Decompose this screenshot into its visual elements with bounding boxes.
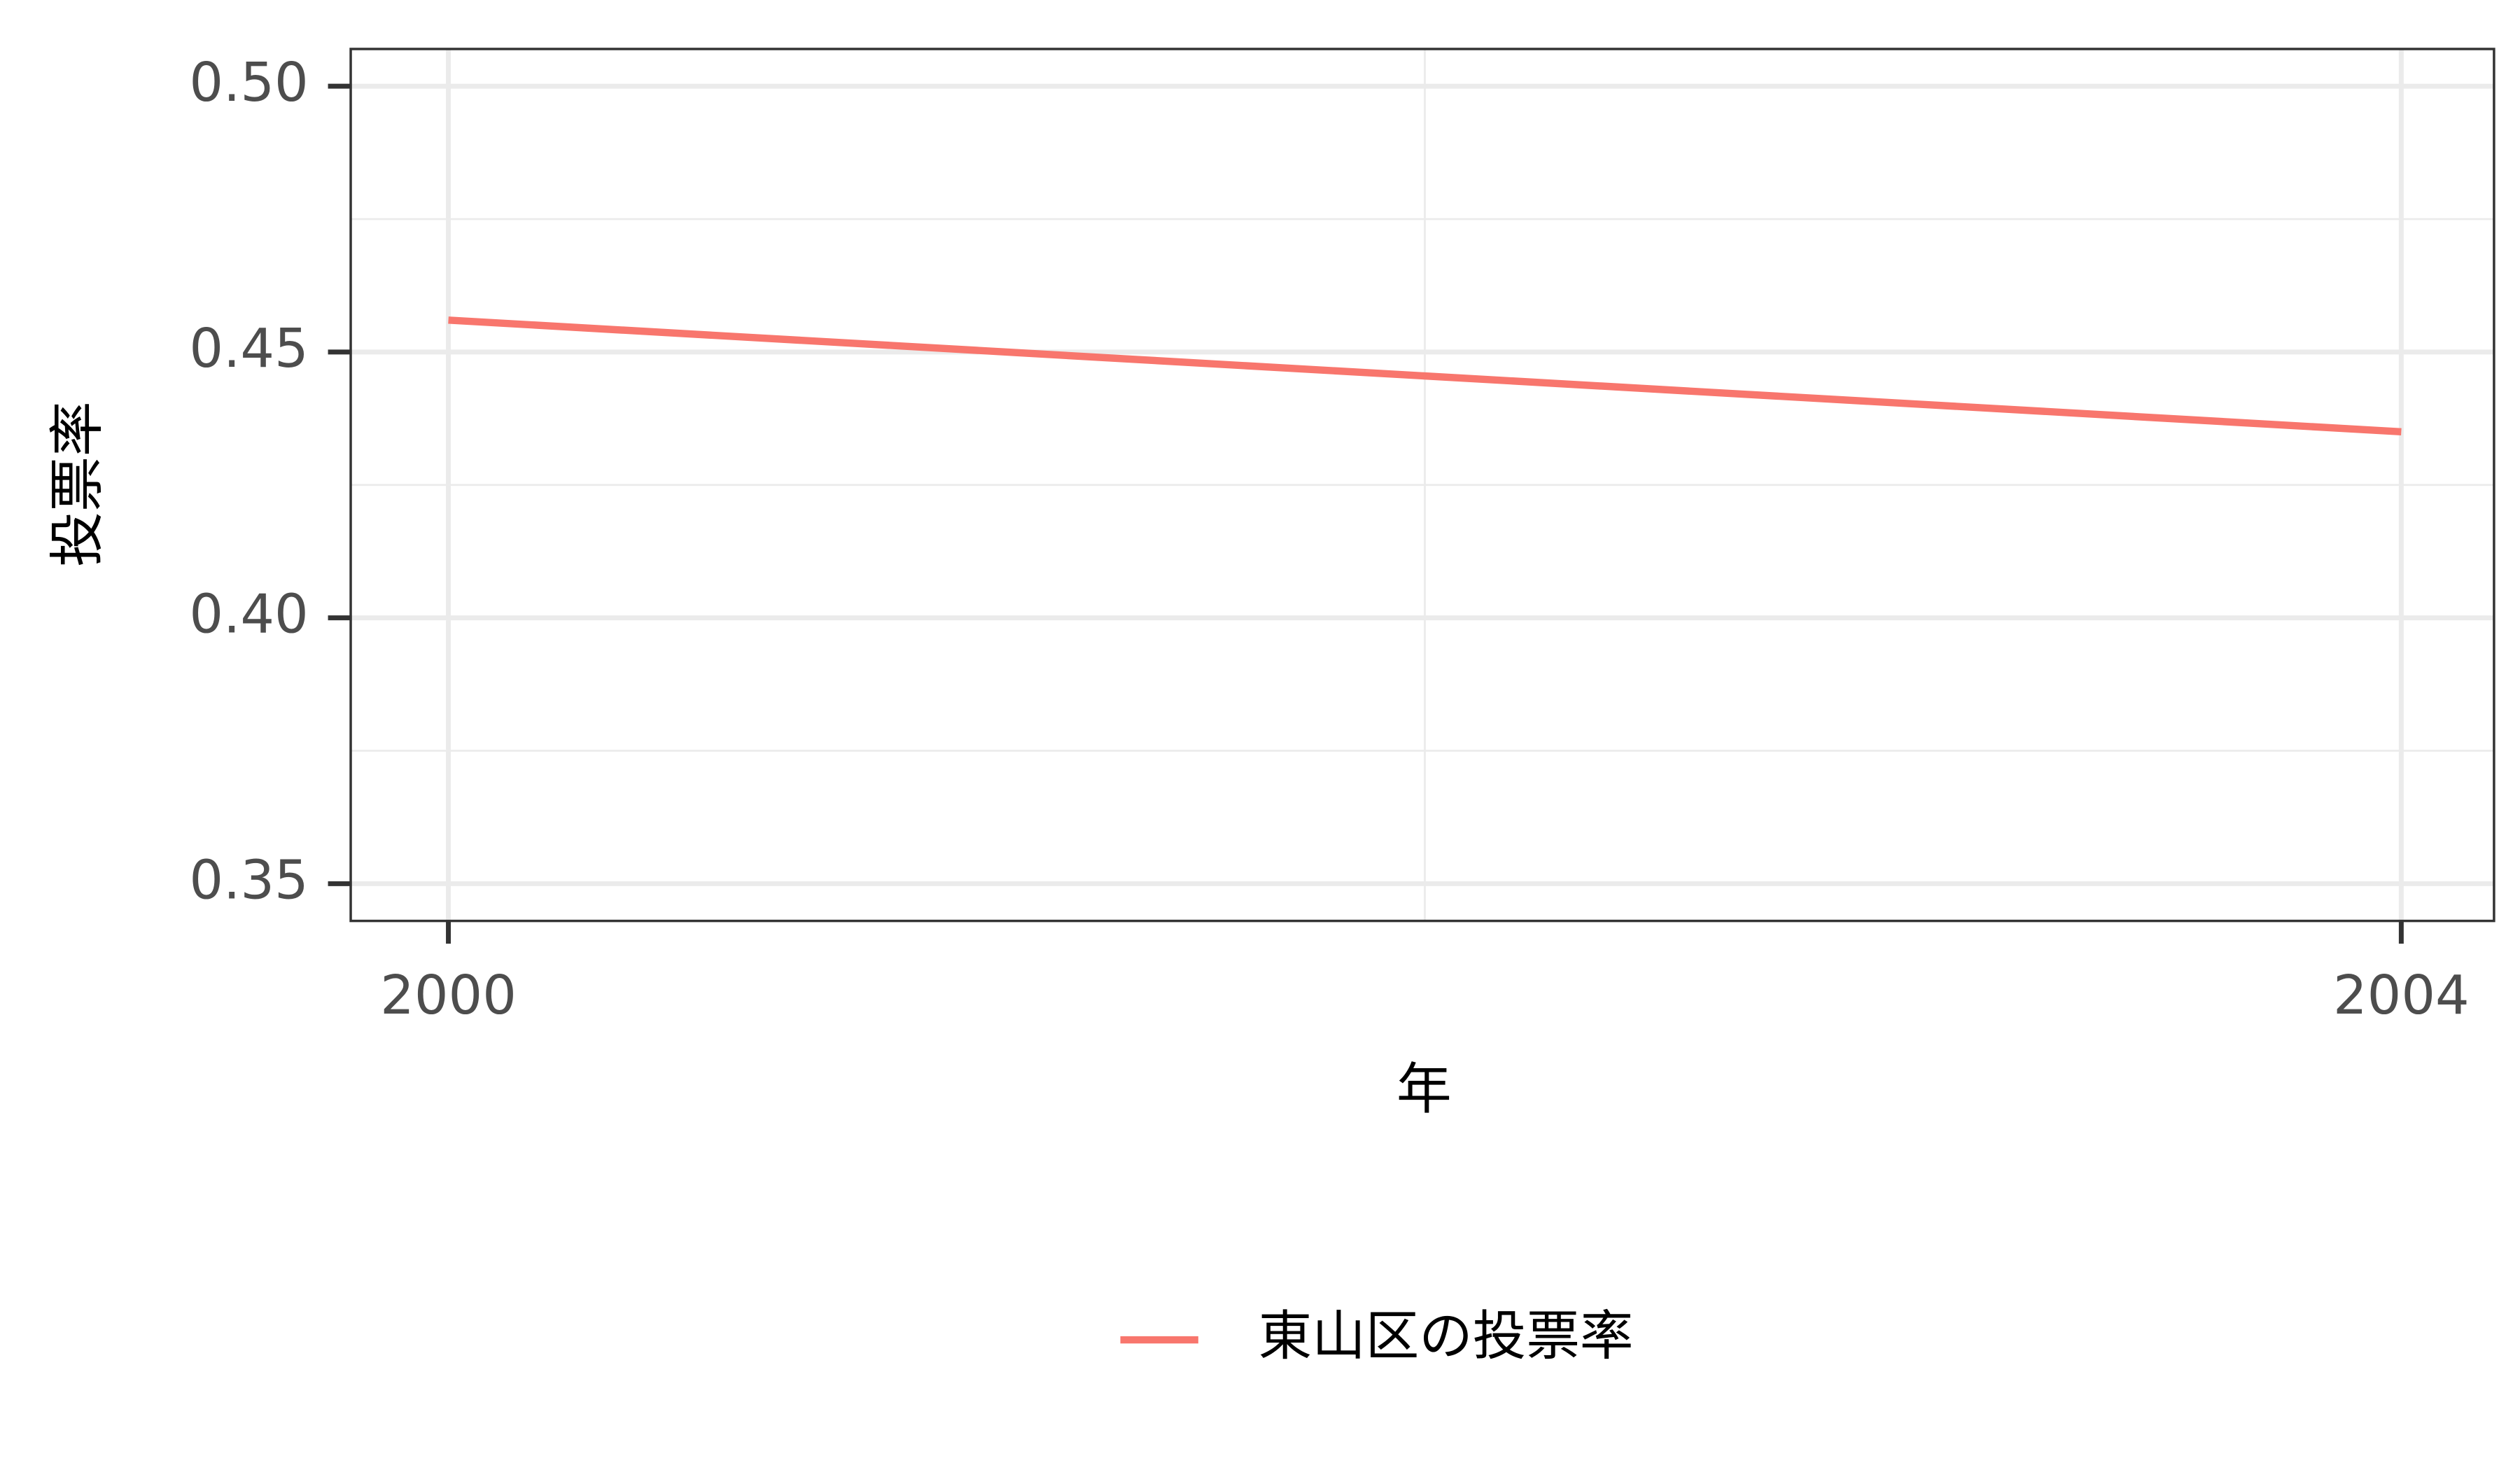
y-tick-label: 0.35 [189,849,308,911]
legend: 東山区の投票率 [1120,1306,1634,1368]
plot-area [448,316,2402,436]
y-axis-title: 投票率 [45,401,109,567]
x-axis-title: 年 [1396,1057,1452,1121]
y-tick-label: 0.45 [189,318,308,380]
panel-border [349,48,2496,923]
grid: 0.35 0.40 0.45 0.50 2000 2004 [189,48,2494,1027]
line-series [448,316,2402,436]
x-tick-label: 2000 [380,965,517,1027]
y-tick-label: 0.40 [189,584,308,646]
legend-label: 東山区の投票率 [1259,1306,1634,1368]
y-tick-label: 0.50 [189,52,308,114]
x-tick-label: 2004 [2333,965,2470,1027]
